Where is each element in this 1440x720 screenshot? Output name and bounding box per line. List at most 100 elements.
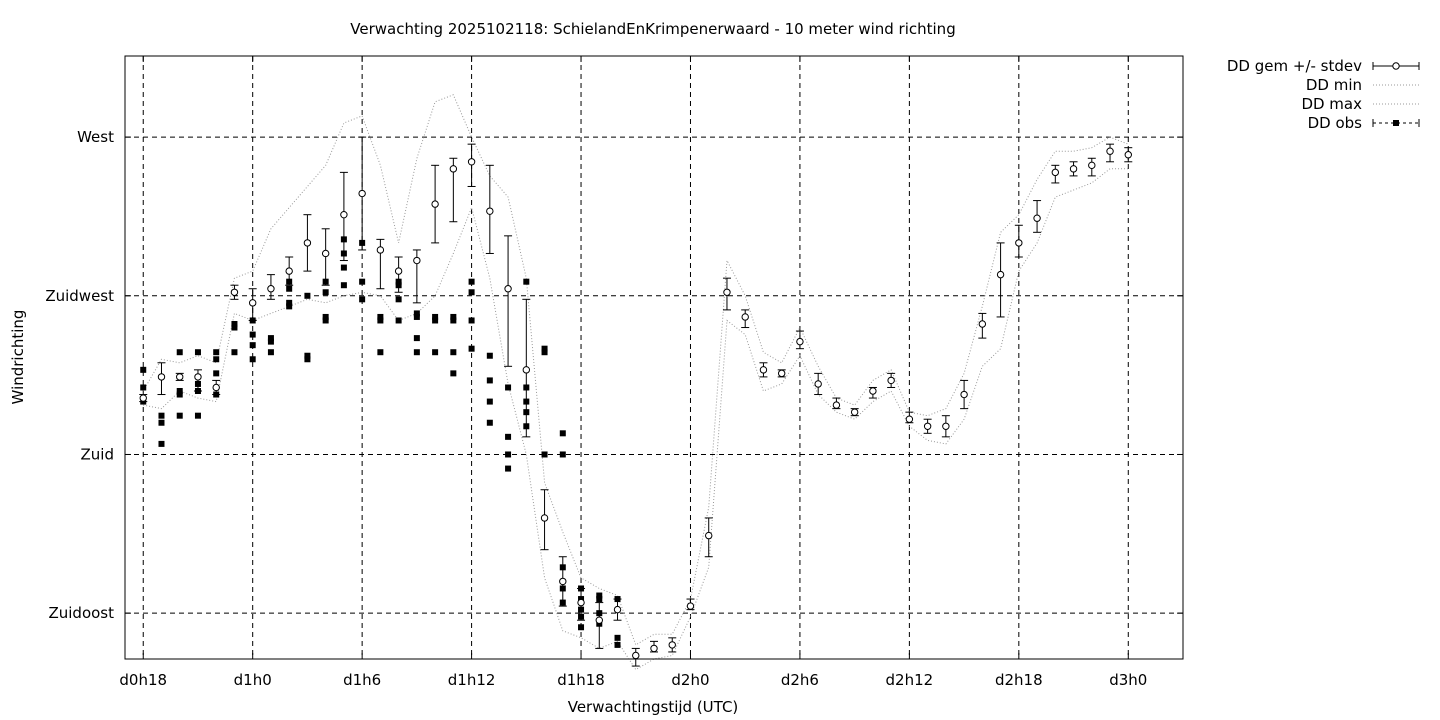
legend-label: DD gem +/- stdev bbox=[1227, 57, 1362, 75]
grid-lines bbox=[125, 56, 1183, 659]
dd-obs-point bbox=[614, 641, 621, 648]
dd-mean-point bbox=[467, 158, 476, 166]
dd-obs-point bbox=[158, 419, 165, 426]
dd-obs-point bbox=[541, 451, 548, 458]
dd-obs-point bbox=[286, 299, 293, 306]
dd-obs-point bbox=[158, 412, 165, 419]
dd-obs-point bbox=[176, 391, 183, 398]
dd-obs-point bbox=[596, 592, 603, 599]
dd-min-series bbox=[143, 168, 1129, 671]
dd-mean-point bbox=[449, 165, 458, 173]
dd-obs-point bbox=[249, 342, 256, 349]
dd-obs-point bbox=[213, 370, 220, 377]
dd-mean-point bbox=[1033, 214, 1041, 222]
dd-max-series bbox=[142, 94, 1129, 646]
dd-mean-point bbox=[723, 288, 731, 296]
dd-mean-point bbox=[321, 249, 330, 258]
dd-mean-point bbox=[705, 531, 713, 540]
dd-mean-point bbox=[504, 285, 512, 293]
dd-obs-point bbox=[486, 352, 493, 359]
dd-mean-point bbox=[157, 373, 166, 381]
dd-obs-point bbox=[304, 356, 311, 363]
dd-obs-point bbox=[377, 317, 384, 324]
dd-mean-point bbox=[1015, 239, 1023, 247]
dd-mean-point bbox=[741, 313, 749, 321]
dd-mean-point bbox=[248, 299, 257, 307]
dd-mean-point bbox=[358, 189, 366, 198]
dd-obs-point bbox=[194, 349, 201, 356]
dd-obs-point bbox=[432, 313, 439, 320]
dd-obs-point bbox=[340, 264, 347, 271]
dd-mean-point bbox=[540, 514, 549, 522]
dd-obs-point bbox=[377, 313, 384, 320]
dd-obs-point bbox=[359, 296, 366, 303]
dd-mean-point bbox=[759, 366, 768, 374]
dd-mean-point bbox=[194, 373, 202, 381]
dd-min-line bbox=[143, 168, 1129, 671]
dd-obs-point bbox=[614, 634, 621, 641]
x-tick-label: d3h0 bbox=[1109, 671, 1147, 689]
dd-obs-point bbox=[505, 433, 512, 440]
dd-mean-point bbox=[431, 200, 439, 208]
dd-obs-point bbox=[176, 412, 183, 419]
dd-obs-point bbox=[486, 377, 493, 384]
x-tick-label: d2h6 bbox=[781, 671, 819, 689]
dd-obs-point bbox=[468, 289, 475, 296]
dd-obs-point bbox=[140, 366, 147, 373]
y-tick-label: West bbox=[77, 128, 114, 146]
dd-mean-point bbox=[887, 376, 895, 385]
dd-obs-point bbox=[486, 419, 493, 426]
dd-mean-point bbox=[923, 422, 932, 430]
x-tick-label: d1h6 bbox=[343, 671, 381, 689]
dd-obs-point bbox=[559, 430, 566, 437]
dd-obs-point bbox=[450, 370, 457, 377]
legend-label: DD max bbox=[1301, 95, 1362, 113]
dd-mean-point bbox=[303, 239, 312, 247]
dd-obs-point bbox=[413, 310, 420, 317]
dd-mean-point bbox=[632, 651, 640, 660]
dd-obs-point bbox=[304, 292, 311, 299]
dd-obs-point bbox=[596, 596, 603, 603]
dd-obs-point bbox=[541, 345, 548, 352]
dd-obs-point bbox=[450, 317, 457, 324]
dd-obs-point bbox=[231, 321, 238, 327]
dd-obs-point bbox=[359, 278, 366, 285]
dd-mean-point bbox=[905, 415, 914, 423]
dd-mean-point bbox=[413, 256, 421, 265]
dd-mean-point bbox=[212, 383, 220, 392]
dd-obs-point bbox=[322, 317, 329, 324]
dd-mean-point bbox=[1106, 147, 1114, 155]
dd-obs-point bbox=[267, 335, 274, 342]
y-tick-label: Zuidoost bbox=[48, 604, 114, 622]
dd-obs-point bbox=[450, 349, 457, 356]
dd-obs-point bbox=[377, 349, 384, 356]
dd-mean-point bbox=[668, 641, 676, 649]
x-axis-tick-labels: d0h18 d1h0 d1h6 d1h12 d1h18 d2h0 d2h6 d2h12 d2h1… bbox=[119, 671, 1147, 689]
dd-obs-point bbox=[176, 388, 183, 394]
legend-swatch-marker bbox=[1392, 62, 1400, 70]
dd-mean-stdev-series bbox=[139, 136, 1133, 667]
dd-obs-point bbox=[249, 331, 256, 338]
dd-obs-point bbox=[505, 451, 512, 458]
dd-mean-point bbox=[1069, 165, 1078, 173]
dd-mean-point bbox=[832, 401, 841, 409]
dd-obs-point bbox=[286, 285, 293, 292]
dd-obs-point bbox=[249, 356, 256, 363]
dd-mean-point bbox=[777, 369, 786, 378]
y-tick-label: Zuidwest bbox=[45, 287, 114, 305]
legend-label: DD obs bbox=[1308, 114, 1363, 132]
dd-mean-point bbox=[340, 210, 348, 219]
y-axis-label: Windrichting bbox=[9, 310, 27, 405]
dd-obs-point bbox=[468, 317, 475, 324]
dd-mean-point bbox=[814, 380, 822, 388]
x-tick-label: d2h12 bbox=[886, 671, 934, 689]
plot-frame bbox=[124, 55, 1184, 660]
dd-obs-point bbox=[432, 349, 439, 356]
dd-obs-point bbox=[158, 440, 165, 447]
chart-title: Verwachting 2025102118: SchielandEnKrimp… bbox=[350, 20, 955, 38]
dd-mean-point bbox=[942, 422, 950, 430]
dd-obs-series bbox=[140, 236, 621, 648]
dd-mean-point bbox=[650, 644, 658, 653]
